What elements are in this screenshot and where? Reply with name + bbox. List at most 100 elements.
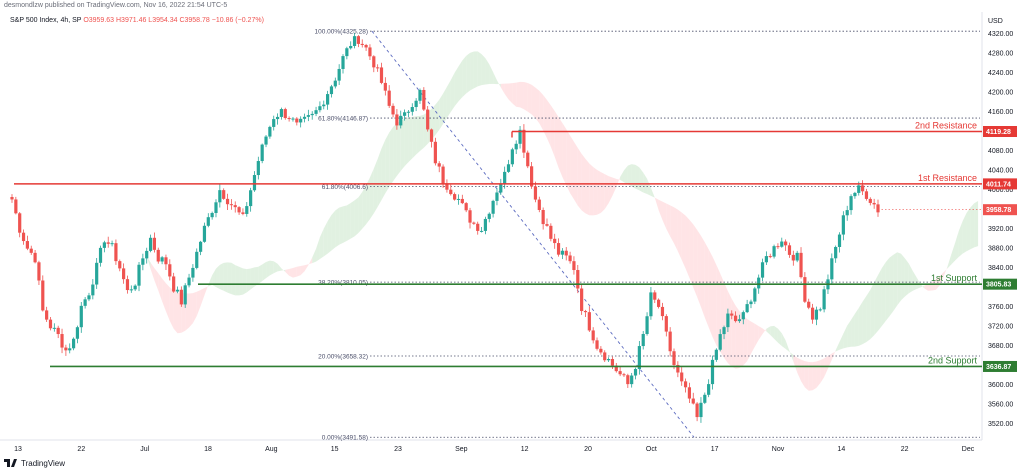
cloud-segment — [739, 311, 744, 369]
cloud-segment — [827, 353, 832, 369]
cloud-segment — [808, 362, 813, 391]
cloud-segment — [812, 361, 817, 391]
cloud-segment — [604, 174, 609, 210]
cloud-segment — [285, 269, 290, 276]
cloud-segment — [323, 221, 328, 257]
candle-body — [326, 94, 330, 105]
cloud-segment — [639, 167, 644, 193]
price-tag-label: 3805.83 — [986, 282, 1011, 289]
time-tick-label: 17 — [711, 446, 719, 453]
cloud-segment — [266, 260, 270, 279]
candle-body — [453, 194, 457, 200]
cloud-segment — [854, 308, 859, 347]
candle-body — [668, 331, 672, 352]
candle-body — [10, 197, 14, 200]
time-tick-label: Sep — [455, 446, 468, 453]
cloud-segment — [531, 84, 536, 119]
candle-body — [229, 204, 233, 206]
cloud-segment — [319, 228, 324, 259]
price-tick-label: 3840.00 — [988, 265, 1013, 272]
cloud-segment — [647, 178, 651, 196]
cloud-segment — [262, 261, 267, 282]
candle-body — [295, 118, 299, 123]
candle-body — [429, 129, 434, 142]
candle-body — [376, 67, 380, 69]
candle-body — [41, 280, 45, 311]
candle-body — [572, 261, 576, 271]
candle-body — [349, 45, 353, 49]
symbol-info: S&P 500 Index, 4h, SP O3959.63 H3971.46 … — [10, 17, 264, 24]
cloud-segment — [158, 273, 163, 302]
cloud-segment — [839, 333, 844, 350]
candle-body — [187, 277, 191, 286]
candle-body — [333, 80, 337, 87]
footer-label: TradingView — [21, 459, 66, 468]
candle-body — [595, 340, 599, 349]
time-tick-label: 23 — [394, 446, 402, 453]
cloud-segment — [793, 354, 798, 373]
time-tick-label: 14 — [837, 446, 845, 453]
cloud-segment — [439, 93, 444, 130]
cloud-segment — [954, 230, 959, 261]
cloud-segment — [127, 227, 132, 232]
candle-body — [707, 384, 711, 395]
candle-body — [614, 365, 618, 372]
cloud-segment — [781, 333, 786, 349]
cloud-segment — [250, 267, 255, 290]
candle-body — [279, 109, 284, 117]
candle-body — [95, 262, 99, 285]
candle-body — [514, 143, 518, 150]
candle-body — [48, 319, 53, 329]
candle-body — [495, 192, 499, 201]
candle-body — [364, 44, 368, 48]
candle-body — [445, 183, 449, 190]
cloud-segment — [816, 360, 821, 388]
candle-body — [214, 202, 218, 213]
cloud-segment — [620, 170, 624, 183]
cloud-segment — [573, 141, 578, 206]
cloud-segment — [362, 185, 367, 229]
cloud-segment — [893, 252, 898, 311]
candle-body — [322, 104, 326, 107]
candle-body — [172, 276, 176, 292]
candle-body — [318, 106, 322, 111]
candle-body — [587, 312, 591, 331]
cloud-segment — [904, 258, 909, 297]
price-tag-label: 3958.78 — [986, 207, 1011, 214]
candle-body — [622, 374, 626, 376]
candle-body — [741, 312, 745, 320]
candle-body — [360, 43, 364, 45]
candle-body — [553, 238, 557, 244]
candle-body — [218, 190, 222, 203]
candle-body — [695, 403, 699, 418]
cloud-segment — [408, 116, 413, 163]
cloud-segment — [419, 114, 424, 151]
support-resistance-levels[interactable]: 2nd Resistance 1st Resistance 1st Support 2… — [14, 121, 982, 368]
cloud-segment — [866, 289, 871, 342]
cloud-segment — [693, 224, 698, 297]
cloud-segment — [396, 120, 401, 176]
candle-body — [479, 230, 484, 232]
cloud-segment — [831, 350, 836, 360]
candle-body — [549, 225, 553, 239]
cloud-segment — [473, 51, 478, 89]
candle-body — [272, 119, 276, 127]
cloud-segment — [585, 158, 590, 216]
candle-body — [264, 136, 268, 145]
candle-body — [98, 247, 103, 263]
cloud-segment — [296, 266, 301, 277]
cloud-segment — [481, 54, 486, 86]
candle-body — [580, 288, 584, 312]
cloud-segment — [400, 118, 405, 171]
cloud-segment — [308, 257, 313, 266]
candle-body — [460, 198, 464, 204]
cloud-segment — [508, 83, 513, 104]
time-tick-label: 22 — [901, 446, 909, 453]
candle-body — [206, 217, 210, 226]
cloud-segment — [523, 82, 528, 112]
candle-body — [710, 359, 715, 385]
candle-body — [714, 349, 718, 360]
candle-body — [564, 250, 568, 256]
fibonacci-retracement[interactable]: 100.00%(4325.28) 61.80%(4146.87) 61.80%(40… — [315, 29, 981, 442]
